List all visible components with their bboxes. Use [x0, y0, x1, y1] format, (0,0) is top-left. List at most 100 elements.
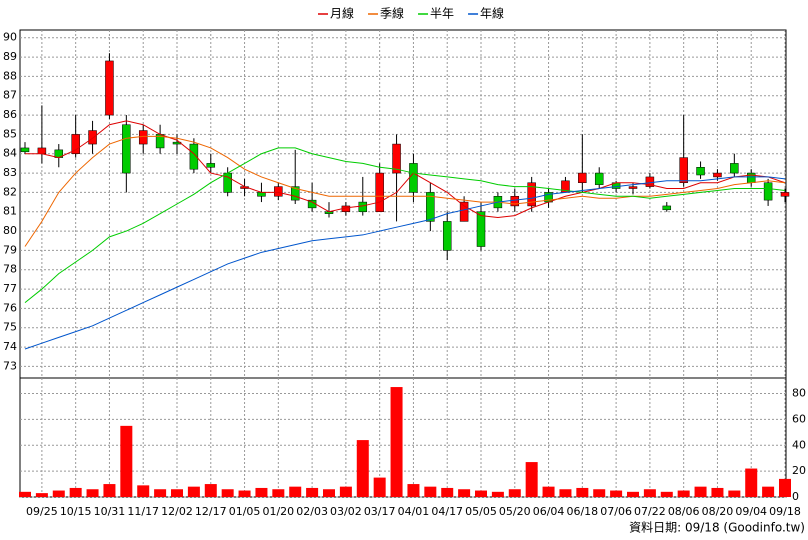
x-tick-label: 12/17: [195, 505, 227, 518]
candle-body: [696, 167, 705, 176]
volume-bar: [508, 489, 521, 497]
candle-body: [358, 201, 368, 212]
volume-bar: [187, 486, 200, 497]
volume-bar: [221, 489, 234, 497]
candle-body: [274, 186, 283, 197]
y-tick-label: 80: [792, 387, 806, 400]
legend-label: 月線: [330, 6, 354, 21]
candle-body: [206, 163, 216, 168]
x-tick-label: 07/06: [600, 505, 632, 518]
volume-bar: [238, 490, 251, 497]
y-tick-label: 20: [792, 464, 806, 477]
volume-bar: [610, 490, 623, 497]
x-tick-label: 03/02: [330, 505, 362, 518]
y-tick-label: 60: [792, 412, 806, 425]
volume-bar: [525, 462, 538, 497]
ma-line: [24, 135, 786, 247]
legend-label: 年線: [480, 6, 504, 21]
volume-bar: [356, 440, 369, 497]
volume-bar: [339, 486, 352, 497]
volume-bar: [779, 478, 791, 497]
candle-body: [392, 143, 401, 174]
volume-bar: [103, 484, 116, 497]
volume-bar: [154, 489, 167, 497]
y-tick-label: 0: [792, 490, 799, 503]
volume-bar: [407, 484, 420, 497]
volume-bar: [289, 486, 302, 497]
volume-bar: [306, 487, 319, 497]
y-tick-label: 87: [3, 89, 17, 102]
volume-bar: [762, 486, 775, 497]
x-tick-label: 01/05: [229, 505, 261, 518]
y-tick-label: 84: [3, 147, 17, 160]
volume-bar: [137, 485, 150, 497]
candle-body: [375, 172, 384, 212]
volume-bar: [52, 490, 65, 497]
x-tick-label: 06/18: [566, 505, 598, 518]
volume-bar: [35, 493, 48, 497]
legend-label: 半年: [430, 7, 454, 21]
candle-body: [189, 143, 199, 170]
footer: 資料日期: 09/18 (Goodinfo.tw): [629, 521, 805, 535]
y-tick-label: 81: [3, 205, 17, 218]
candle-body: [780, 192, 790, 197]
volume-bar: [576, 487, 589, 497]
volume-bar: [491, 491, 504, 497]
y-tick-label: 76: [3, 301, 17, 314]
volume-bar: [441, 487, 454, 497]
x-tick-label: 02/03: [296, 505, 328, 518]
volume-bar: [120, 425, 133, 497]
candle-body: [662, 205, 672, 211]
volume-bar: [390, 387, 403, 497]
candle-body: [730, 163, 739, 174]
x-tick-label: 12/02: [161, 505, 193, 518]
candle-body: [645, 176, 655, 187]
volume-bar: [373, 477, 386, 497]
candle-body: [679, 157, 688, 183]
candle-body: [20, 147, 30, 153]
candle-body: [459, 201, 469, 222]
candle-body: [122, 124, 131, 174]
x-tick-label: 09/18: [769, 505, 801, 518]
volume-bar: [323, 489, 335, 497]
x-tick-label: 10/15: [60, 505, 92, 518]
y-tick-label: 88: [3, 69, 17, 82]
volume-bar: [728, 490, 741, 497]
volume-bar: [711, 487, 724, 497]
x-tick-label: 07/22: [634, 505, 666, 518]
candle-body: [628, 186, 638, 189]
volume-bar: [677, 490, 690, 497]
candle-body: [527, 182, 536, 207]
y-tick-label: 82: [3, 185, 17, 198]
volume-bar: [69, 487, 82, 497]
y-tick-label: 80: [3, 224, 17, 237]
y-tick-label: 77: [3, 282, 17, 295]
y-tick-label: 75: [3, 321, 17, 334]
legend-label: 季線: [380, 6, 404, 21]
y-tick-label: 83: [3, 166, 17, 179]
x-tick-label: 04/17: [431, 505, 463, 518]
volume-bar: [171, 489, 183, 497]
candle-body: [105, 60, 114, 116]
volume-bar: [627, 491, 639, 497]
volume-bar: [660, 491, 673, 497]
volume-bar: [19, 491, 31, 497]
volume-bar: [458, 489, 471, 497]
x-tick-label: 08/06: [668, 505, 700, 518]
x-tick-label: 09/04: [735, 505, 767, 518]
volume-bar: [559, 489, 572, 497]
volume-bar: [204, 484, 217, 497]
y-tick-label: 79: [3, 243, 17, 256]
x-tick-label: 03/17: [364, 505, 396, 518]
x-tick-label: 08/20: [702, 505, 734, 518]
x-tick-label: 10/31: [94, 505, 126, 518]
y-tick-label: 85: [3, 127, 17, 140]
candle-body: [442, 221, 452, 251]
ma-line: [25, 120, 786, 219]
ma-line: [24, 147, 786, 303]
x-tick-label: 05/05: [465, 505, 497, 518]
x-tick-label: 05/20: [499, 505, 531, 518]
ma-line: [24, 176, 786, 350]
candle-body: [578, 172, 587, 183]
